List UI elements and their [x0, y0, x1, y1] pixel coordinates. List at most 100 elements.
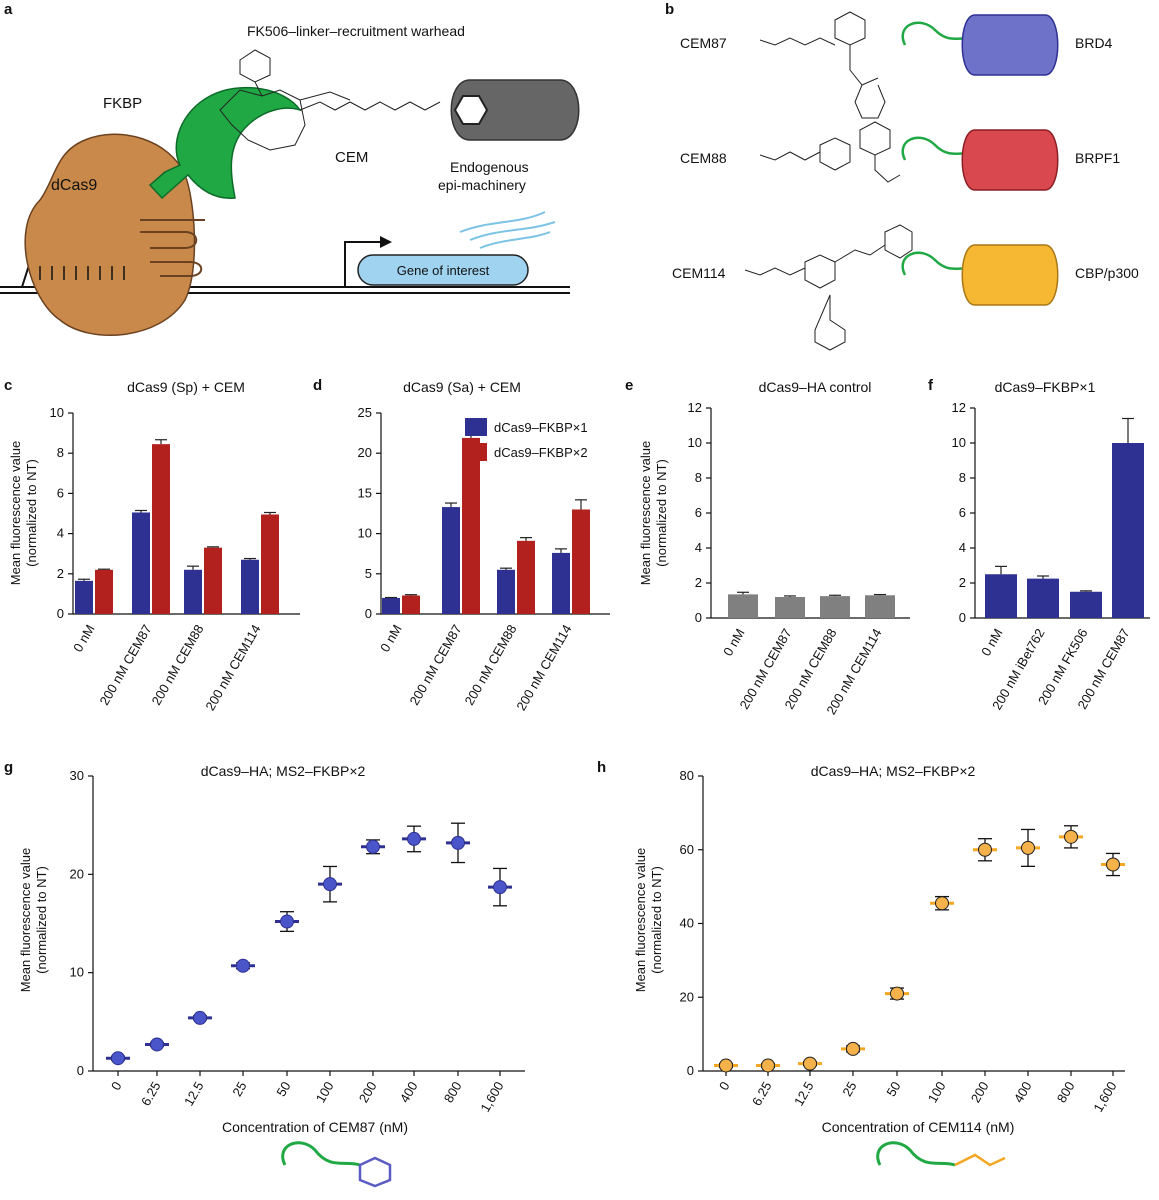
- x-tick-label-g-1: 6.25: [138, 1079, 164, 1108]
- linker: [299, 101, 441, 111]
- bar-f-0-0: [985, 574, 1017, 618]
- bar-d-1-1: [462, 437, 480, 614]
- bar-f-0-1: [1027, 578, 1059, 618]
- dcas9-label: dCas9: [51, 177, 97, 194]
- y-tick-label-e-2: 4: [695, 540, 702, 555]
- x-tick-label-c-1: 200 nM CEM87: [96, 622, 154, 708]
- bar-c-1-1: [152, 444, 170, 614]
- point-g-2: [193, 1010, 207, 1025]
- bar-d-1-0: [402, 595, 420, 614]
- schematic-title: FK506–linker–recruitment warhead: [247, 23, 465, 39]
- chart-title-g: dCas9–HA; MS2–FKBP×2: [201, 763, 366, 779]
- y-tick-label-h-1: 20: [680, 989, 694, 1004]
- y-tick-label-c-3: 6: [57, 485, 64, 500]
- point-h-5: [935, 896, 949, 911]
- target-cbp: CBP/p300: [1075, 265, 1139, 281]
- y-tick-label-d-4: 20: [358, 445, 372, 460]
- x-tick-label-g-7: 400: [397, 1079, 421, 1105]
- y-tick-label-g-3: 30: [70, 768, 84, 783]
- cem-label: CEM: [335, 149, 368, 166]
- point-h-7: [1021, 840, 1035, 855]
- x-tick-label-g-8: 800: [441, 1079, 465, 1105]
- y-tick-label-d-2: 10: [358, 526, 372, 541]
- bar-c-1-0: [95, 569, 113, 614]
- bar-e-0-0: [728, 594, 758, 618]
- chart-h: dCas9–HA; MS2–FKBP×2 Mean fluorescence va…: [633, 763, 1125, 1135]
- x-tick-label-h-9: 1,600: [1090, 1079, 1119, 1115]
- structure-cem87: [759, 11, 886, 119]
- chart-e: dCas9–HA control Mean fluorescence value(…: [638, 379, 910, 717]
- bar-e-0-1: [775, 597, 805, 618]
- y-axis-label-e: Mean fluorescence value(normalized to NT…: [638, 441, 669, 586]
- panel-label-b: b: [665, 1, 674, 18]
- y-tick-label-e-6: 12: [688, 400, 702, 415]
- bar-d-1-3: [572, 509, 590, 614]
- x-tick-label-g-3: 25: [229, 1079, 249, 1099]
- y-tick-label-f-5: 10: [952, 435, 966, 450]
- bar-f-0-3: [1112, 443, 1144, 618]
- panel-label-d: d: [313, 377, 322, 394]
- y-tick-label-f-1: 2: [959, 575, 966, 590]
- point-h-0: [719, 1058, 733, 1073]
- fk506-structure: [219, 49, 351, 151]
- x-tick-label-g-6: 200: [356, 1079, 380, 1105]
- legend-swatch-fkbp1: [465, 418, 487, 436]
- x-tick-label-h-6: 200: [968, 1079, 992, 1105]
- endogenous-label-2: epi-machinery: [438, 177, 526, 193]
- x-tick-label-f-0: 0 nM: [978, 626, 1005, 659]
- y-tick-label-c-4: 8: [57, 445, 64, 460]
- x-tick-label-h-8: 800: [1054, 1079, 1078, 1105]
- y-tick-label-c-0: 0: [57, 606, 64, 621]
- x-axis-label-g: Concentration of CEM87 (nM): [222, 1119, 408, 1135]
- bar-d-0-1: [442, 507, 460, 614]
- bar-c-1-3: [261, 514, 279, 614]
- point-g-6: [366, 839, 380, 854]
- point-g-0: [111, 1051, 125, 1066]
- y-axis-label-h: Mean fluorescence value(normalized to NT…: [633, 848, 664, 993]
- y-tick-label-c-5: 10: [50, 405, 64, 420]
- legend-label-fkbp1: dCas9–FKBP×1: [494, 420, 588, 435]
- x-axis-label-h: Concentration of CEM114 (nM): [822, 1119, 1015, 1135]
- y-tick-label-h-4: 80: [680, 768, 694, 783]
- gene-box: [357, 254, 529, 286]
- point-g-9: [493, 880, 507, 895]
- warhead-hexagon: [453, 95, 489, 125]
- gene-label: Gene of interest: [397, 263, 490, 278]
- compound-cem88: CEM88: [680, 150, 727, 166]
- tss-arrow: [344, 241, 380, 287]
- y-tick-label-e-0: 0: [695, 610, 702, 625]
- bar-f-0-2: [1070, 591, 1102, 618]
- chart-title-h: dCas9–HA; MS2–FKBP×2: [811, 763, 976, 779]
- chart-title-e: dCas9–HA control: [759, 379, 872, 395]
- cem114-icon-bottom: [876, 1141, 1006, 1167]
- panel-label-a: a: [4, 1, 13, 18]
- point-g-3: [236, 958, 250, 973]
- bar-c-1-2: [204, 547, 222, 614]
- y-tick-label-g-1: 10: [70, 965, 84, 980]
- y-tick-label-c-1: 2: [57, 566, 64, 581]
- y-tick-label-f-3: 6: [959, 505, 966, 520]
- x-tick-label-d-0: 0 nM: [377, 622, 404, 655]
- y-tick-label-f-2: 4: [959, 540, 966, 555]
- y-tick-label-d-5: 25: [358, 405, 372, 420]
- x-tick-label-h-4: 50: [883, 1079, 903, 1099]
- bar-c-0-2: [184, 569, 202, 614]
- x-tick-label-g-0: 0: [108, 1079, 125, 1093]
- chart-title-d: dCas9 (Sa) + CEM: [403, 379, 521, 395]
- chart-title-c: dCas9 (Sp) + CEM: [127, 379, 245, 395]
- y-tick-label-c-2: 4: [57, 526, 64, 541]
- point-h-6: [978, 842, 992, 857]
- x-tick-label-d-1: 200 nM CEM87: [406, 622, 464, 708]
- x-tick-label-g-2: 12.5: [181, 1079, 207, 1108]
- structure-cem88: [759, 121, 901, 183]
- panel-label-h: h: [597, 759, 606, 776]
- x-tick-label-h-2: 12.5: [791, 1079, 817, 1108]
- point-h-3: [846, 1041, 860, 1056]
- y-tick-label-g-0: 0: [77, 1063, 84, 1078]
- cem87-icon-bottom: [281, 1141, 392, 1188]
- bar-d-0-0: [382, 597, 400, 614]
- point-h-1: [761, 1058, 775, 1073]
- structure-cem114: [744, 224, 913, 351]
- point-g-1: [150, 1037, 164, 1052]
